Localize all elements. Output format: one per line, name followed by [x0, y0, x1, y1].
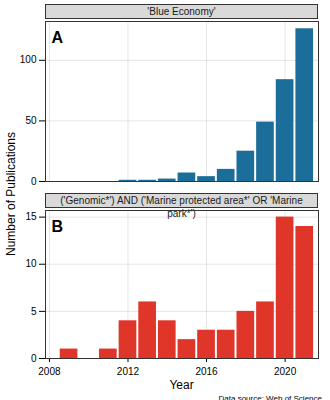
svg-text:100: 100 — [20, 54, 37, 65]
svg-text:10: 10 — [25, 258, 37, 269]
svg-text:B: B — [52, 218, 64, 235]
html-text:Number of Publications: Number of Publications — [4, 132, 18, 256]
html-text:('Genomic*') AND ('Marine prot: ('Genomic*') AND ('Marine protected area… — [60, 195, 303, 219]
svg-text:50: 50 — [25, 115, 37, 126]
svg-text:2020: 2020 — [274, 366, 297, 377]
svg-text:15: 15 — [25, 211, 37, 222]
svg-text:2012: 2012 — [117, 366, 140, 377]
svg-text:2016: 2016 — [195, 366, 218, 377]
html-text:Year: Year — [169, 378, 194, 392]
svg-text:A: A — [52, 29, 64, 46]
svg-text:2008: 2008 — [38, 366, 61, 377]
svg-text:0: 0 — [31, 353, 37, 364]
svg-text:5: 5 — [31, 306, 37, 317]
svg-text:0: 0 — [31, 176, 37, 187]
html-text:'Blue Economy': 'Blue Economy' — [147, 6, 216, 17]
